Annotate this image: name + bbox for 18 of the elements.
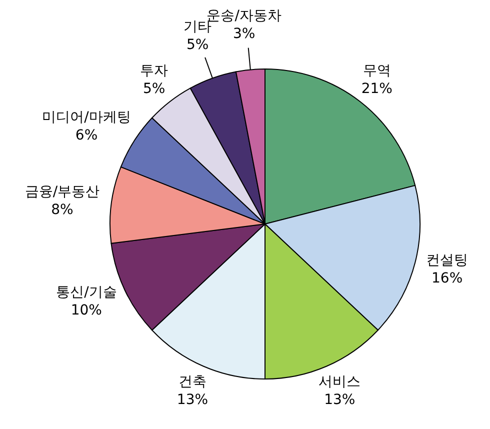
slice-label: 서비스 bbox=[318, 374, 361, 390]
data-label: 10% bbox=[70, 302, 102, 318]
data-label: 5% bbox=[186, 36, 209, 53]
data-label: 5% bbox=[142, 81, 166, 98]
slice-label: 미디어/마케팅 bbox=[42, 109, 131, 126]
slice-label: 금융/부동산 bbox=[24, 184, 100, 200]
data-label: 8% bbox=[51, 202, 74, 218]
data-label: 21% bbox=[361, 81, 392, 98]
data-label: 13% bbox=[176, 392, 208, 408]
slice-label: 무역 bbox=[362, 63, 391, 80]
data-label: 16% bbox=[432, 270, 463, 286]
data-label: 6% bbox=[75, 127, 98, 144]
slice-label: 컨설팅 bbox=[426, 252, 468, 268]
slice-label: 건축 bbox=[178, 374, 206, 390]
data-label: 13% bbox=[324, 392, 356, 408]
slice-label: 통신/기술 bbox=[56, 284, 117, 300]
slice-label: 투자 bbox=[140, 63, 168, 80]
data-label: 3% bbox=[232, 26, 256, 42]
